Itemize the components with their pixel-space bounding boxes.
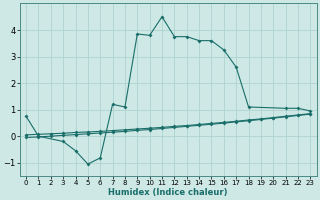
X-axis label: Humidex (Indice chaleur): Humidex (Indice chaleur) <box>108 188 228 197</box>
